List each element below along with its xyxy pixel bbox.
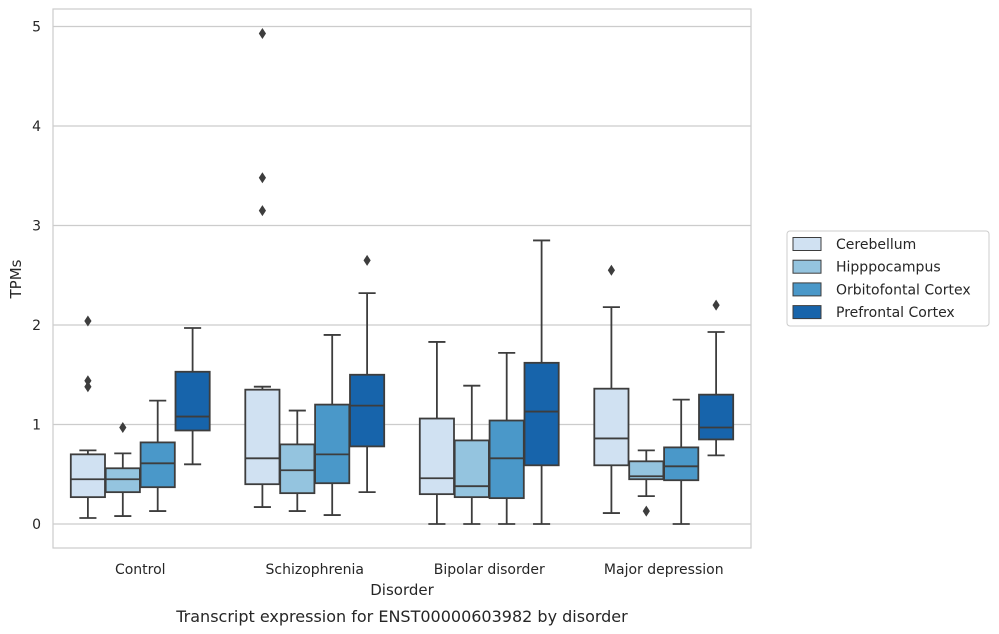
legend-swatch [792,237,822,251]
chart-caption: Transcript expression for ENST0000060398… [175,607,628,626]
box-layer [69,27,735,525]
box-body [139,441,176,489]
outlier-point [607,264,615,276]
box-prefrontal-cortex [698,299,735,457]
box-body [593,387,630,467]
y-tick-label: 2 [32,318,41,334]
legend-swatch [792,305,822,320]
box-body [244,388,281,486]
x-tick-labels: Control Schizophrenia Bipolar disorder Majo… [115,562,724,578]
x-tick-label: Major depression [604,562,724,578]
legend-label: Hipppocampus [836,260,941,276]
box-orbitofontal-cortex [488,351,525,525]
y-tick-label: 5 [32,20,41,36]
y-tick-label: 1 [32,418,41,434]
box-prefrontal-cortex [349,254,386,494]
box-body [488,419,525,500]
outlier-point [258,205,266,217]
x-axis-label: Disorder [370,581,434,599]
y-axis-label: TPMs [7,259,25,299]
box-orbitofontal-cortex [139,399,176,512]
box-body [698,393,735,441]
box-orbitofontal-cortex [314,334,351,516]
box-cerebellum [418,341,455,525]
outlier-point [84,381,92,393]
legend-swatch [792,282,822,297]
y-tick-label: 3 [32,219,41,235]
x-tick-label: Bipolar disorder [434,562,545,578]
legend-label: Prefrontal Cortex [836,305,955,321]
box-hipppocampus [104,421,141,517]
box-body [663,446,700,482]
x-tick-label: Schizophrenia [266,562,364,578]
box-cerebellum [69,315,106,519]
box-body [418,417,455,496]
y-tick-label: 4 [32,119,41,135]
box-body [174,370,211,432]
legend-frame [786,230,990,327]
outlier-point [712,299,720,311]
box-body [523,361,560,467]
box-hipppocampus [279,409,316,512]
y-tick-label: 0 [32,517,41,533]
legend-swatch [792,259,822,274]
box-body [349,373,386,448]
box-body [453,439,490,499]
outlier-point [119,421,127,433]
plot-frame [52,8,752,549]
box-body [314,403,351,485]
box-body [104,467,141,494]
box-prefrontal-cortex [174,327,211,466]
box-prefrontal-cortex [523,239,560,525]
box-orbitofontal-cortex [663,398,700,525]
legend-label: Orbitofontal Cortex [836,282,971,298]
y-tick-labels: 0 1 2 3 4 5 [32,20,41,534]
outlier-point [258,172,266,184]
legend-label: Cerebellum [836,237,916,253]
box-body [279,443,316,495]
outlier-point [84,315,92,327]
grid-lines [53,25,751,525]
outlier-point [258,27,266,39]
box-hipppocampus [453,384,490,525]
legend: Cerebellum Hipppocampus Orbitofontal Corte… [786,230,990,327]
outlier-point [363,254,371,266]
box-hipppocampus [628,449,665,517]
outlier-point [642,505,650,517]
box-body [69,453,106,499]
box-cerebellum [244,27,281,508]
box-cerebellum [593,264,630,514]
outlier-point [84,375,92,387]
x-tick-label: Control [115,562,166,578]
